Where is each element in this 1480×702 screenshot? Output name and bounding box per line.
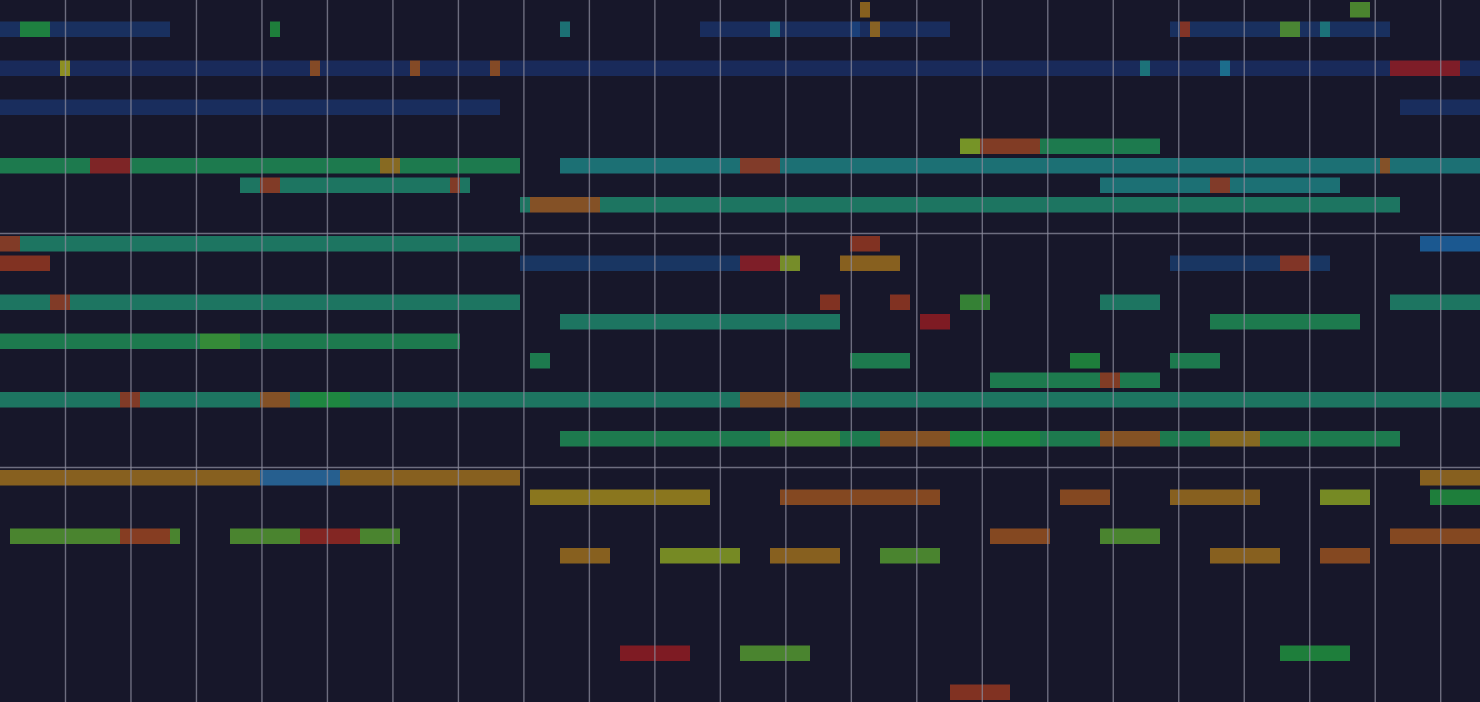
heatmap-cell-segment — [860, 2, 870, 18]
heatmap-cell-segment — [0, 100, 500, 116]
heatmap-cell-segment — [1350, 2, 1370, 18]
heatmap-cell-segment — [120, 529, 170, 545]
heatmap-cell-segment — [560, 158, 1480, 174]
heatmap-cell-segment — [870, 22, 880, 38]
heatmap-cell-segment — [1420, 236, 1480, 252]
heatmap-cell-segment — [260, 178, 280, 194]
heatmap-cell-segment — [660, 548, 740, 564]
heatmap-cell-segment — [530, 490, 710, 506]
heatmap-cell-segment — [840, 256, 900, 272]
heatmap-cell-segment — [700, 22, 950, 38]
heatmap-cell-segment — [950, 685, 1010, 701]
heatmap-cell-segment — [120, 392, 140, 408]
heatmap-cell-segment — [260, 392, 290, 408]
heatmap-cell-segment — [1170, 490, 1260, 506]
heatmap-cell-segment — [310, 61, 320, 77]
heatmap-cell-segment — [50, 295, 70, 311]
heatmap-cell-segment — [950, 431, 1040, 447]
heatmap-cell-segment — [740, 646, 810, 662]
heatmap-cell-segment — [1390, 529, 1480, 545]
heatmap-cell-segment — [990, 373, 1160, 389]
heatmap-cell-segment — [850, 236, 880, 252]
heatmap-cell-segment — [380, 158, 400, 174]
heatmap-cell-segment — [0, 236, 20, 252]
heatmap-cell-segment — [1210, 431, 1260, 447]
heatmap-cell-segment — [980, 139, 1040, 155]
heatmap-cell-segment — [1320, 548, 1370, 564]
heatmap-cell-segment — [990, 529, 1050, 545]
heatmap-cell-segment — [820, 295, 840, 311]
heatmap-cell-segment — [780, 256, 800, 272]
heatmap-cell-segment — [740, 256, 780, 272]
heatmap-cell-segment — [0, 256, 50, 272]
heatmap-cell-segment — [770, 431, 840, 447]
heatmap-cell-segment — [1280, 646, 1350, 662]
heatmap-cell-segment — [1280, 256, 1310, 272]
heatmap-cell-segment — [780, 490, 940, 506]
heatmap-cell-segment — [1210, 314, 1360, 330]
heatmap-cell-segment — [1210, 548, 1280, 564]
heatmap-cell-segment — [1170, 353, 1220, 369]
heatmap-cell-segment — [1380, 158, 1390, 174]
heatmap-cell-segment — [1060, 490, 1110, 506]
heatmap-cell-segment — [850, 353, 910, 369]
heatmap-cell-segment — [960, 295, 990, 311]
heatmap-cell-segment — [0, 295, 520, 311]
heatmap-cell-segment — [1420, 470, 1480, 486]
heatmap-cell-segment — [1180, 22, 1190, 38]
heatmap-cell-segment — [410, 61, 420, 77]
heatmap-cell-segment — [1210, 178, 1230, 194]
heatmap-cell-segment — [1400, 100, 1480, 116]
heatmap-cell-segment — [880, 548, 940, 564]
heatmap-cell-segment — [530, 353, 550, 369]
heatmap-cell-segment — [300, 392, 350, 408]
heatmap-cell-segment — [0, 61, 1480, 77]
heatmap-cell-segment — [200, 334, 240, 350]
heatmap-cell-segment — [920, 314, 950, 330]
heatmap-cell-segment — [560, 22, 570, 38]
heatmap-cell-segment — [740, 158, 780, 174]
heatmap-cell-segment — [1390, 61, 1460, 77]
heatmap-cell-segment — [0, 236, 520, 252]
heatmap-cell-segment — [770, 548, 840, 564]
heatmap-cell-segment — [880, 431, 950, 447]
heatmap-cell-segment — [740, 392, 800, 408]
heatmap-cell-segment — [1100, 373, 1120, 389]
heatmap-cell-segment — [1100, 295, 1160, 311]
heatmap-cell-segment — [1100, 529, 1160, 545]
heatmap-cell-segment — [770, 22, 780, 38]
heatmap-cell-segment — [1280, 22, 1300, 38]
heatmap-cell-segment — [0, 158, 520, 174]
heatmap-cell-segment — [300, 529, 360, 545]
heatmap-cell-segment — [1320, 490, 1370, 506]
heatmap-cell-segment — [1390, 295, 1480, 311]
heatmap-cell-segment — [890, 295, 910, 311]
heatmap-cell-segment — [1220, 61, 1230, 77]
heatmap-cell-segment — [490, 61, 500, 77]
heatmap-cell-segment — [270, 22, 280, 38]
heatmap-cell-segment — [90, 158, 130, 174]
heatmap-cell-segment — [960, 139, 980, 155]
heatmap-cell-segment — [1070, 353, 1100, 369]
heatmap-cell-segment — [1430, 490, 1480, 506]
heatmap-cell-segment — [560, 548, 610, 564]
heatmap-cell-segment — [520, 197, 1400, 213]
heatmap-cell-segment — [1320, 22, 1330, 38]
heatmap-cell-segment — [1140, 61, 1150, 77]
heatmap-cell-segment — [20, 22, 50, 38]
heatmap-cell-segment — [1100, 431, 1160, 447]
heatmap-cell-segment — [560, 314, 840, 330]
